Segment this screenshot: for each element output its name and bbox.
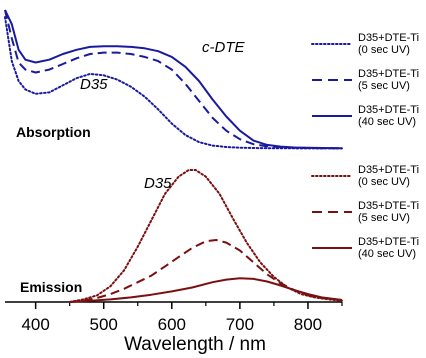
x-tick-label-500: 500	[90, 315, 118, 334]
absorption-legend-label-0: D35+DTE-Ti	[358, 32, 419, 44]
emission-legend-label-2: D35+DTE-Ti	[358, 236, 419, 248]
x-axis-ticks: 400 500 600 700 800	[21, 302, 343, 334]
emission-label: Emission	[20, 279, 82, 295]
annotation-d35-absorption: D35	[80, 76, 108, 93]
emission-legend-label-0: D35+DTE-Ti	[358, 164, 419, 176]
emission-legend: D35+DTE-Ti(0 sec UV)D35+DTE-Ti(5 sec UV)…	[311, 164, 419, 260]
absorption-legend-label-1: D35+DTE-Ti	[358, 68, 419, 80]
emission-curves	[68, 169, 343, 303]
x-tick-label-600: 600	[158, 315, 186, 334]
x-axis-label: Wavelength / nm	[124, 334, 266, 355]
absorption-series-solid	[4, 9, 343, 150]
emission-legend-sublabel-1: (5 sec UV)	[358, 212, 410, 224]
absorption-series-dotted	[4, 16, 343, 150]
emission-series-dashed	[69, 239, 343, 303]
x-tick-label-400: 400	[21, 315, 49, 334]
annotation-c-dte: c-DTE	[202, 39, 245, 56]
annotation-d35-emission: D35	[144, 175, 172, 192]
emission-series-solid	[69, 277, 343, 303]
x-tick-label-800: 800	[294, 315, 322, 334]
absorption-legend-sublabel-0: (0 sec UV)	[358, 44, 410, 56]
emission-legend-label-1: D35+DTE-Ti	[358, 200, 419, 212]
absorption-legend-label-2: D35+DTE-Ti	[358, 104, 419, 116]
absorption-legend: D35+DTE-Ti(0 sec UV)D35+DTE-Ti(5 sec UV)…	[311, 32, 419, 128]
absorption-legend-sublabel-1: (5 sec UV)	[358, 80, 410, 92]
emission-legend-sublabel-2: (40 sec UV)	[358, 248, 416, 260]
absorption-curves	[4, 9, 343, 150]
absorption-label: Absorption	[16, 124, 91, 140]
x-tick-label-700: 700	[226, 315, 254, 334]
emission-legend-sublabel-0: (0 sec UV)	[358, 176, 410, 188]
absorption-legend-sublabel-2: (40 sec UV)	[358, 116, 416, 128]
emission-series-dotted	[68, 169, 343, 303]
